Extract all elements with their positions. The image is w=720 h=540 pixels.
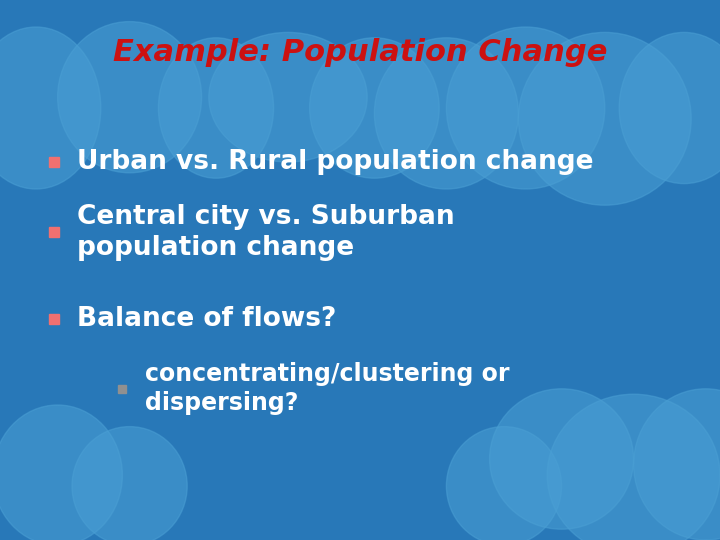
Text: Balance of flows?: Balance of flows? <box>77 306 336 332</box>
Ellipse shape <box>72 427 187 540</box>
Ellipse shape <box>158 38 274 178</box>
Ellipse shape <box>0 405 122 540</box>
Text: Example: Population Change: Example: Population Change <box>113 38 607 67</box>
Ellipse shape <box>490 389 634 529</box>
Text: Urban vs. Rural population change: Urban vs. Rural population change <box>77 149 593 175</box>
Ellipse shape <box>446 27 605 189</box>
Ellipse shape <box>310 38 439 178</box>
Ellipse shape <box>547 394 720 540</box>
Ellipse shape <box>209 32 367 162</box>
Ellipse shape <box>0 27 101 189</box>
Ellipse shape <box>619 32 720 184</box>
Ellipse shape <box>446 427 562 540</box>
Ellipse shape <box>634 389 720 540</box>
Ellipse shape <box>374 38 518 189</box>
Ellipse shape <box>58 22 202 173</box>
Text: Central city vs. Suburban
population change: Central city vs. Suburban population cha… <box>77 204 454 261</box>
Ellipse shape <box>518 32 691 205</box>
Text: concentrating/clustering or
dispersing?: concentrating/clustering or dispersing? <box>145 362 510 415</box>
